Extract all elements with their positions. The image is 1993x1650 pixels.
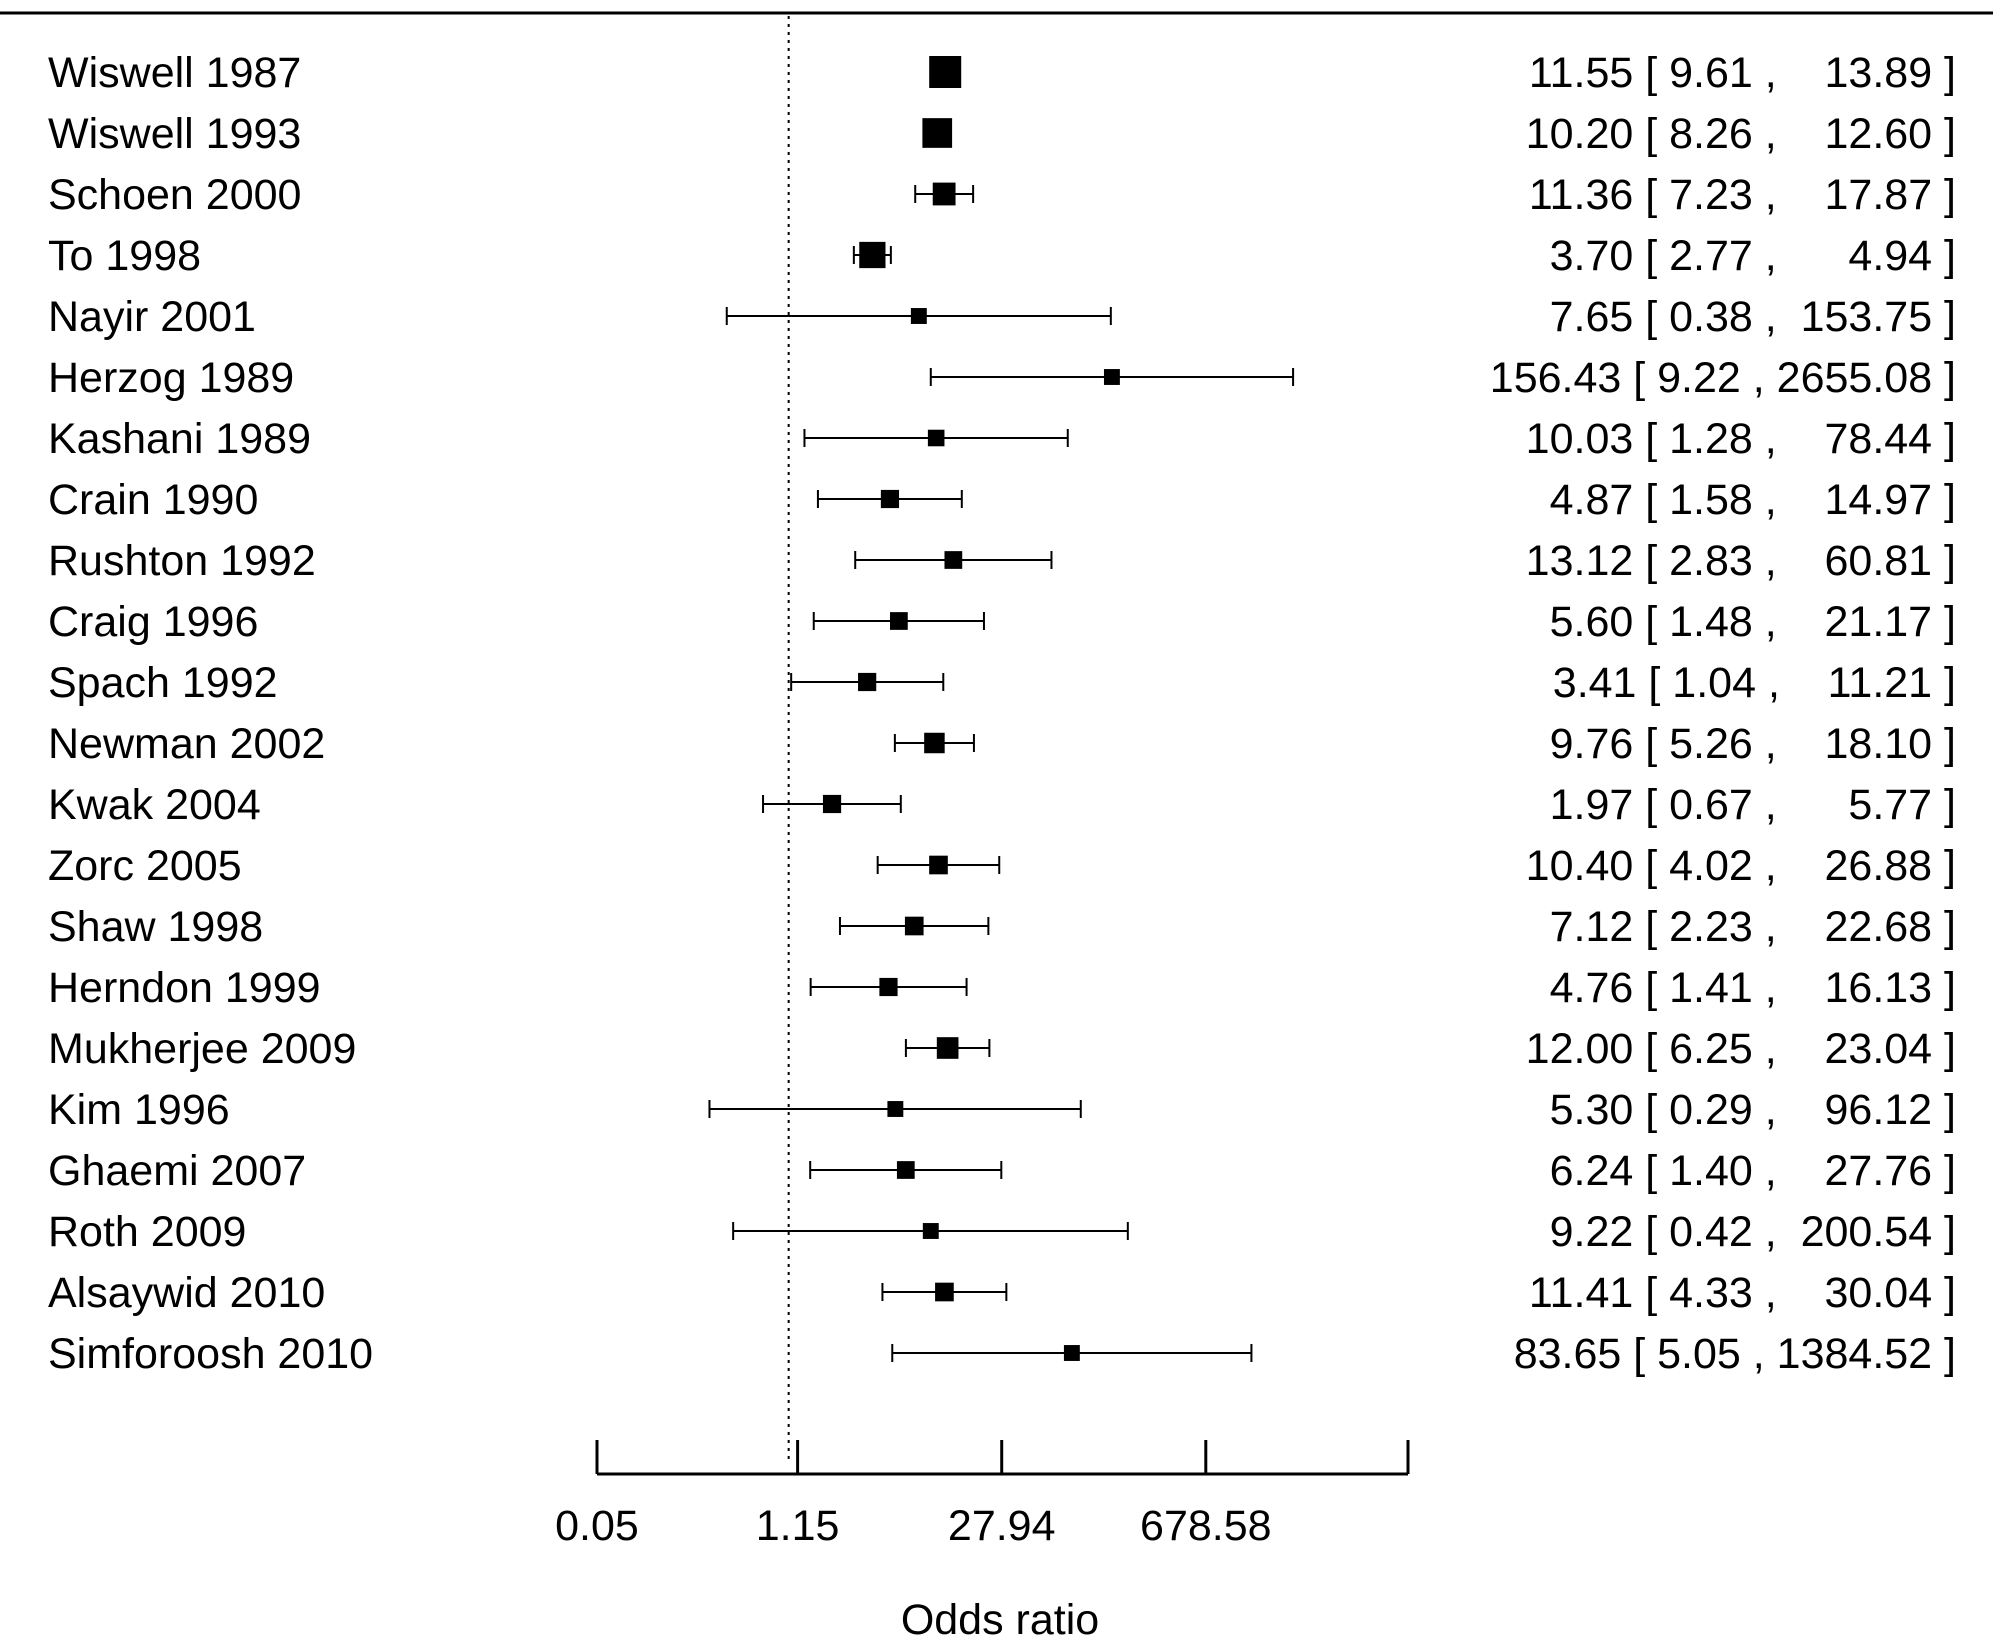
study-label: Wiswell 1993 <box>48 110 301 158</box>
ci-text: 5.60 [ 1.48 , 21.17 ] <box>1550 598 1956 646</box>
study-label: Roth 2009 <box>48 1208 246 1256</box>
study-rows: Wiswell 1987 11.55 [ 9.61 , 13.89 ]Wiswel… <box>48 49 1956 1378</box>
study-label: Spach 1992 <box>48 659 278 707</box>
study-row: Herndon 1999 4.76 [ 1.41 , 16.13 ] <box>48 964 1956 1012</box>
point-estimate <box>822 794 842 814</box>
study-row: Nayir 2001 7.65 [ 0.38 , 153.75 ] <box>48 293 1956 341</box>
study-row: Craig 1996 5.60 [ 1.48 , 21.17 ] <box>48 598 1956 646</box>
study-label: Wiswell 1987 <box>48 49 301 97</box>
x-axis: 0.05 1.15 27.94 678.58 <box>555 1440 1410 1550</box>
ci-text: 11.55 [ 9.61 , 13.89 ] <box>1529 49 1956 97</box>
study-label: Kwak 2004 <box>48 781 261 829</box>
study-row: Kwak 2004 1.97 [ 0.67 , 5.77 ] <box>48 781 1956 829</box>
x-tick-label: 1.15 <box>756 1502 840 1550</box>
ci-text: 1.97 [ 0.67 , 5.77 ] <box>1550 781 1956 829</box>
point-estimate <box>932 182 956 206</box>
ci-text: 7.65 [ 0.38 , 153.75 ] <box>1550 293 1956 341</box>
study-row: Kashani 1989 10.03 [ 1.28 , 78.44 ] <box>48 415 1956 463</box>
ci-text: 4.87 [ 1.58 , 14.97 ] <box>1550 476 1956 524</box>
study-row: Rushton 1992 13.12 [ 2.83 , 60.81 ] <box>48 537 1956 585</box>
point-estimate <box>904 916 924 936</box>
study-label: To 1998 <box>48 232 201 280</box>
point-estimate <box>879 977 898 997</box>
ci-text: 10.20 [ 8.26 , 12.60 ] <box>1526 110 1956 158</box>
study-label: Shaw 1998 <box>48 903 263 951</box>
study-row: Wiswell 1993 10.20 [ 8.26 , 12.60 ] <box>48 110 1956 158</box>
point-estimate <box>910 308 927 324</box>
point-estimate <box>859 241 886 269</box>
point-estimate <box>890 612 908 630</box>
point-estimate <box>924 732 945 754</box>
study-row: Ghaemi 2007 6.24 [ 1.40 , 27.76 ] <box>48 1147 1956 1195</box>
ci-text: 5.30 [ 0.29 , 96.12 ] <box>1550 1086 1956 1134</box>
study-row: Newman 2002 9.76 [ 5.26 , 18.10 ] <box>48 720 1956 768</box>
study-row: Roth 2009 9.22 [ 0.42 , 200.54 ] <box>48 1208 1956 1256</box>
point-estimate <box>1103 369 1120 385</box>
study-label: Craig 1996 <box>48 598 258 646</box>
study-label: Zorc 2005 <box>48 842 242 890</box>
study-label: Herndon 1999 <box>48 964 321 1012</box>
study-row: Mukherjee 2009 12.00 [ 6.25 , 23.04 ] <box>48 1025 1956 1073</box>
study-label: Simforoosh 2010 <box>48 1330 373 1378</box>
point-estimate <box>887 1101 904 1117</box>
ci-text: 83.65 [ 5.05 , 1384.52 ] <box>1514 1330 1956 1378</box>
point-estimate <box>929 855 948 875</box>
x-axis-title: Odds ratio <box>901 1596 1099 1644</box>
point-estimate <box>896 1161 915 1179</box>
study-row: To 1998 3.70 [ 2.77 , 4.94 ] <box>48 232 1956 280</box>
point-estimate <box>935 1282 954 1302</box>
x-tick-label: 27.94 <box>948 1502 1056 1550</box>
point-estimate <box>858 672 877 692</box>
study-row: Crain 1990 4.87 [ 1.58 , 14.97 ] <box>48 476 1956 524</box>
x-tick-label: 0.05 <box>555 1502 639 1550</box>
ci-text: 7.12 [ 2.23 , 22.68 ] <box>1550 903 1956 951</box>
study-row: Simforoosh 2010 83.65 [ 5.05 , 1384.52 ] <box>48 1330 1956 1378</box>
point-estimate <box>880 489 900 509</box>
ci-text: 3.41 [ 1.04 , 11.21 ] <box>1553 659 1956 707</box>
point-estimate <box>929 56 962 88</box>
study-row: Herzog 1989 156.43 [ 9.22 , 2655.08 ] <box>48 354 1956 402</box>
ci-text: 13.12 [ 2.83 , 60.81 ] <box>1526 537 1956 585</box>
study-label: Kim 1996 <box>48 1086 230 1134</box>
ci-text: 10.03 [ 1.28 , 78.44 ] <box>1526 415 1956 463</box>
point-estimate <box>1063 1345 1080 1361</box>
ci-text: 9.22 [ 0.42 , 200.54 ] <box>1550 1208 1956 1256</box>
point-estimate <box>936 1037 959 1059</box>
study-label: Rushton 1992 <box>48 537 316 585</box>
ci-text: 9.76 [ 5.26 , 18.10 ] <box>1550 720 1956 768</box>
point-estimate <box>922 1223 939 1239</box>
ci-text: 4.76 [ 1.41 , 16.13 ] <box>1550 964 1956 1012</box>
study-row: Alsaywid 2010 11.41 [ 4.33 , 30.04 ] <box>48 1269 1956 1317</box>
study-row: Schoen 2000 11.36 [ 7.23 , 17.87 ] <box>48 171 1956 219</box>
ci-text: 11.36 [ 7.23 , 17.87 ] <box>1529 171 1956 219</box>
study-label: Kashani 1989 <box>48 415 311 463</box>
ci-text: 12.00 [ 6.25 , 23.04 ] <box>1526 1025 1956 1073</box>
point-estimate <box>922 118 953 148</box>
study-label: Alsaywid 2010 <box>48 1269 325 1317</box>
study-row: Shaw 1998 7.12 [ 2.23 , 22.68 ] <box>48 903 1956 951</box>
ci-text: 6.24 [ 1.40 , 27.76 ] <box>1550 1147 1956 1195</box>
ci-text: 11.41 [ 4.33 , 30.04 ] <box>1529 1269 1956 1317</box>
x-tick-label: 678.58 <box>1140 1502 1272 1550</box>
ci-text: 3.70 [ 2.77 , 4.94 ] <box>1550 232 1956 280</box>
study-row: Spach 1992 3.41 [ 1.04 , 11.21 ] <box>48 659 1956 707</box>
ci-text: 156.43 [ 9.22 , 2655.08 ] <box>1490 354 1956 402</box>
study-label: Mukherjee 2009 <box>48 1025 356 1073</box>
study-row: Zorc 2005 10.40 [ 4.02 , 26.88 ] <box>48 842 1956 890</box>
study-label: Crain 1990 <box>48 476 258 524</box>
study-label: Newman 2002 <box>48 720 325 768</box>
ci-text: 10.40 [ 4.02 , 26.88 ] <box>1526 842 1956 890</box>
study-label: Herzog 1989 <box>48 354 294 402</box>
study-row: Kim 1996 5.30 [ 0.29 , 96.12 ] <box>48 1086 1956 1134</box>
point-estimate <box>927 429 945 447</box>
study-label: Schoen 2000 <box>48 171 301 219</box>
study-label: Ghaemi 2007 <box>48 1147 306 1195</box>
point-estimate <box>944 551 963 569</box>
study-label: Nayir 2001 <box>48 293 256 341</box>
study-row: Wiswell 1987 11.55 [ 9.61 , 13.89 ] <box>48 49 1956 97</box>
